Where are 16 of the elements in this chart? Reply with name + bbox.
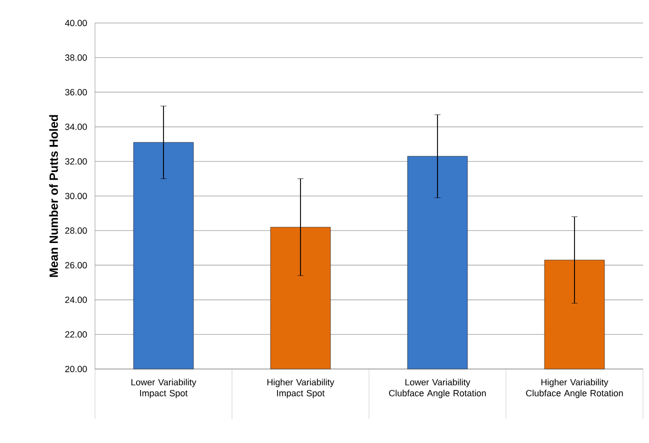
y-axis-title: Mean Number of Putts Holed — [49, 115, 58, 277]
y-tick-label: 28.00 — [65, 227, 87, 234]
y-tick-label: 34.00 — [65, 124, 87, 130]
y-tick-label: 24.00 — [65, 296, 87, 303]
y-tick-label: 40.00 — [64, 20, 87, 26]
x-tick-label: Higher Variability Impact Spot — [267, 378, 334, 398]
x-tick-label: Higher Variability Clubface Angle Rotation — [526, 378, 623, 398]
x-tick-label: Lower Variability Clubface Angle Rotation — [389, 378, 486, 398]
y-tick-label: 38.00 — [65, 54, 87, 61]
y-tick-label: 26.00 — [65, 262, 87, 268]
y-tick-label: 22.00 — [65, 331, 87, 338]
y-tick-label: 36.00 — [65, 89, 87, 96]
y-tick-label: 30.00 — [65, 192, 87, 200]
y-tick-label: 32.00 — [65, 158, 87, 165]
x-tick-label: Lower Variability Impact Spot — [131, 378, 196, 398]
y-tick-label: 20.00 — [65, 366, 87, 372]
